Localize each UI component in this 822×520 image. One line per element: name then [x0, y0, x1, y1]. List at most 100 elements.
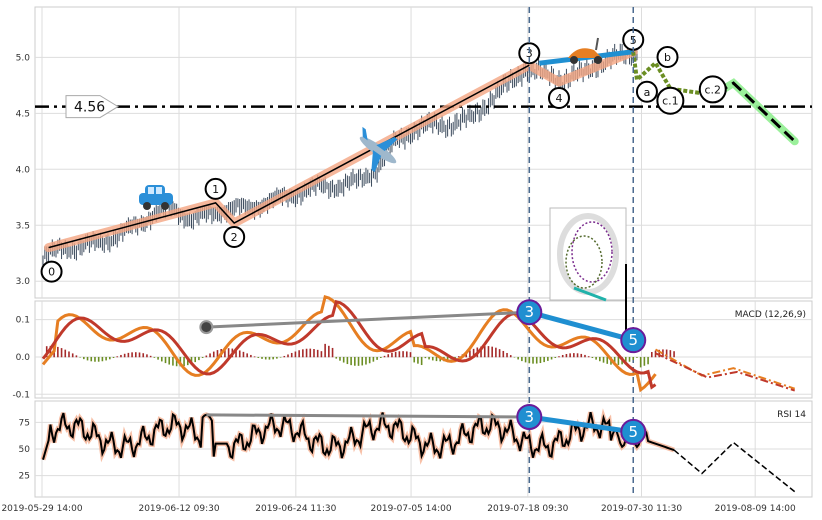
rsi-line — [42, 411, 675, 460]
macd-bar — [238, 350, 241, 358]
macd-bar — [405, 351, 408, 358]
macd-bar — [97, 356, 100, 362]
macd-bar — [350, 356, 352, 366]
wave-label-circle — [204, 177, 227, 200]
macd-bar — [175, 356, 178, 367]
y-tick-label: -0.1 — [12, 390, 30, 400]
plane-wing — [371, 150, 382, 173]
wave-label-1: 1 — [204, 177, 227, 200]
macd-bar — [651, 351, 653, 358]
macd-bubble-5: 5 — [620, 327, 647, 354]
macd-bar — [584, 354, 586, 358]
macd-bar — [105, 356, 107, 361]
macd-bar — [120, 354, 122, 358]
macd-bar — [109, 356, 111, 360]
wave-label-text: c.2 — [704, 83, 721, 96]
macd-bar — [276, 356, 278, 359]
macd-bar — [190, 356, 193, 364]
y-tick-label: 5.0 — [16, 53, 31, 63]
wave-label-circle — [223, 226, 246, 249]
plane-icon — [359, 126, 398, 173]
wave-label-text: a — [644, 86, 651, 99]
macd-bar — [86, 356, 89, 361]
macd-bar — [49, 345, 52, 358]
macd-bar — [431, 356, 434, 361]
macd-bar — [316, 349, 319, 358]
macd-bar — [417, 356, 419, 364]
x-tick-label: 2019-07-05 14:00 — [370, 504, 451, 514]
macd-bar — [643, 356, 646, 366]
macd-bar — [172, 356, 174, 366]
x-tick-label: 2019-05-29 14:00 — [1, 504, 82, 514]
macd-bar — [157, 356, 159, 360]
macd-bar — [94, 356, 96, 362]
y-tick-label: 4.0 — [16, 165, 31, 175]
inset-arc — [571, 221, 613, 283]
level-tag: 4.56 — [65, 95, 119, 119]
rsi-bubble-3: 3 — [516, 404, 543, 430]
macd-bar — [264, 356, 267, 360]
macd-bar — [435, 356, 438, 362]
macd-bar — [573, 353, 575, 358]
macd-bar — [673, 351, 675, 358]
macd-bar — [205, 355, 208, 358]
bubble-text: 3 — [525, 303, 535, 321]
macd-bar — [75, 355, 78, 358]
macd-bar — [599, 356, 601, 362]
macd-bar — [138, 352, 141, 358]
macd-bar — [535, 356, 538, 364]
panel-frame — [34, 6, 813, 299]
macd-bar — [457, 356, 460, 358]
macd-bar — [513, 356, 516, 358]
scooter-handle — [595, 37, 599, 51]
fib-circle-inset — [549, 207, 627, 342]
car-wheel — [161, 202, 169, 210]
macd-bar — [101, 356, 104, 362]
macd-bar — [272, 356, 274, 360]
macd-bar — [394, 351, 397, 358]
macd-bar — [135, 352, 137, 358]
macd-bar — [224, 348, 226, 358]
macd-projection — [655, 348, 796, 390]
macd-bar — [127, 352, 130, 358]
macd-bar — [565, 353, 568, 358]
macd-bubble-3: 3 — [516, 299, 543, 326]
macd-bar — [387, 354, 390, 358]
wave-label-text: 3 — [526, 47, 533, 60]
macd-bar — [606, 356, 609, 364]
macd-bar — [68, 351, 70, 358]
macd-bar — [216, 350, 219, 358]
macd-bar — [420, 356, 423, 366]
wave-label-c.1: c.1 — [656, 86, 685, 115]
macd-bar — [391, 352, 393, 358]
macd-bar — [320, 351, 323, 358]
macd-bar — [550, 356, 553, 360]
macd-bar — [591, 356, 594, 359]
y-tick-label: 0.1 — [16, 316, 30, 326]
macd-bar — [480, 346, 482, 358]
macd-bar — [580, 353, 583, 358]
macd-bar — [561, 354, 564, 358]
y-tick-label: 50 — [19, 445, 31, 455]
bubble-text: 3 — [525, 408, 535, 426]
macd-bar — [368, 356, 371, 364]
macd-point — [199, 320, 214, 335]
x-tick-label: 2019-08-09 14:00 — [715, 504, 796, 514]
panel-frame — [34, 300, 813, 399]
macd-bar — [454, 356, 456, 359]
macd-bar — [647, 356, 649, 365]
macd-histogram — [45, 343, 675, 368]
plane-body — [359, 136, 397, 164]
macd-bar — [290, 352, 293, 358]
macd-bar — [112, 356, 115, 358]
macd-bar — [324, 343, 326, 358]
wave-label-text: 4 — [555, 92, 562, 105]
wave-label-circle — [40, 260, 63, 283]
macd-bar — [506, 352, 508, 358]
macd-bar — [528, 356, 531, 364]
wave-label-circle — [656, 86, 685, 115]
macd-bar — [142, 353, 145, 358]
wave-label-0: 0 — [40, 260, 63, 283]
macd-bar — [246, 353, 248, 358]
signal-projection — [655, 352, 796, 392]
